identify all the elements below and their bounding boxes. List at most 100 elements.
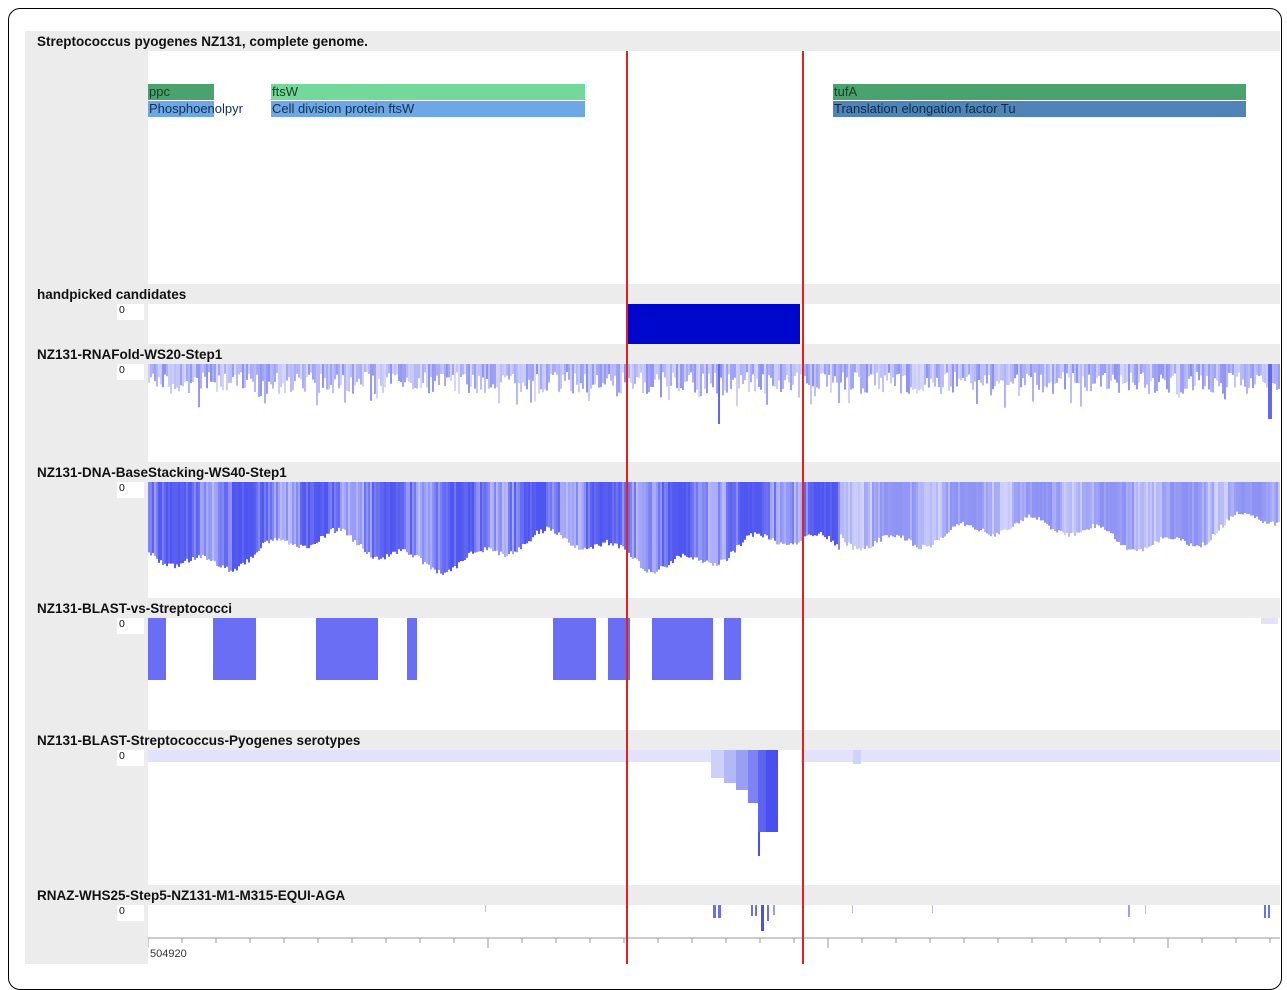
rnafold-bar: [844, 364, 846, 390]
basestacking-bar: [874, 482, 876, 542]
rnaz-hit[interactable]: [767, 905, 769, 921]
rnafold-bar: [792, 364, 794, 385]
rnafold-bar: [468, 364, 470, 393]
rnafold-bar: [356, 364, 358, 383]
rnafold-bar: [758, 364, 760, 387]
rnafold-bar: [508, 364, 510, 380]
basestacking-bar: [1008, 482, 1010, 530]
gene-ppc[interactable]: ppc: [148, 84, 214, 100]
rnafold-bar: [400, 364, 402, 383]
rnafold-bar: [1138, 364, 1140, 383]
blast-hit[interactable]: [724, 618, 741, 680]
rnafold-bar: [720, 364, 722, 378]
basestacking-bar: [1118, 482, 1120, 542]
serotype-coverage[interactable]: [758, 832, 760, 856]
basestacking-bar: [350, 482, 352, 536]
rnaz-hit[interactable]: [718, 905, 721, 918]
candidate-region[interactable]: [627, 304, 800, 344]
rnaz-hit[interactable]: [1264, 905, 1266, 918]
track-basestacking[interactable]: [148, 482, 1280, 598]
basestacking-bar: [1102, 482, 1104, 527]
gene-tufa-product[interactable]: Translation elongation factor Tu: [833, 101, 1246, 117]
serotype-coverage[interactable]: [766, 750, 778, 832]
track-rnafold[interactable]: [148, 364, 1280, 462]
track-rnaz[interactable]: [148, 905, 1280, 936]
serotype-coverage[interactable]: [711, 750, 724, 778]
rnaz-hit[interactable]: [485, 905, 486, 912]
rnaz-hit[interactable]: [1128, 905, 1130, 917]
rnafold-bar: [622, 364, 624, 373]
rnaz-hit[interactable]: [1145, 905, 1146, 914]
rnafold-bar: [212, 364, 214, 383]
basestacking-bar: [1052, 482, 1054, 529]
basestacking-bar: [152, 482, 154, 554]
rnafold-bar: [662, 364, 664, 373]
rnaz-hit[interactable]: [852, 905, 853, 913]
blast-hit[interactable]: [652, 618, 713, 680]
rnafold-bar: [962, 364, 964, 378]
rnafold-bar: [434, 364, 436, 382]
rnaz-hit[interactable]: [713, 905, 716, 918]
rnaz-hit[interactable]: [932, 905, 933, 913]
basestacking-bar: [642, 482, 644, 570]
blast-hit[interactable]: [608, 618, 630, 680]
rnaz-hit[interactable]: [761, 905, 764, 931]
serotype-coverage[interactable]: [801, 750, 1280, 762]
rnafold-bar: [876, 364, 878, 373]
gene-tufa[interactable]: tufA: [833, 84, 1246, 100]
gene-ftsw-product[interactable]: Cell division protein ftsW: [271, 101, 585, 117]
basestacking-bar: [824, 482, 826, 537]
rnafold-bar: [546, 364, 548, 391]
basestacking-bar: [406, 482, 408, 553]
rnafold-bar: [632, 364, 634, 389]
rnafold-bar: [576, 364, 578, 385]
serotype-coverage[interactable]: [748, 750, 758, 803]
basestacking-bar: [682, 482, 684, 554]
serotype-coverage[interactable]: [758, 750, 766, 832]
blast-hit[interactable]: [148, 618, 166, 680]
serotype-coverage[interactable]: [148, 750, 629, 762]
rnaz-hit[interactable]: [773, 905, 775, 915]
serotype-coverage[interactable]: [629, 750, 711, 762]
serotype-coverage[interactable]: [736, 750, 748, 790]
gene-ftsw[interactable]: ftsW: [271, 84, 585, 100]
track-blast-serotypes[interactable]: [148, 750, 1280, 885]
rnafold-bar: [618, 364, 620, 393]
rnafold-bar: [154, 364, 156, 382]
basestacking-bar: [496, 482, 498, 551]
basestacking-bar: [1260, 482, 1262, 521]
blast-hit[interactable]: [407, 618, 417, 680]
basestacking-bar: [920, 482, 922, 550]
rnafold-bar: [278, 364, 280, 394]
basestacking-bar: [470, 482, 472, 552]
rnafold-bar: [1140, 364, 1142, 374]
rnafold-bar: [222, 364, 224, 391]
rnafold-bar: [1106, 364, 1108, 390]
position-ruler[interactable]: 504920: [148, 936, 1280, 964]
rnafold-bar: [254, 364, 256, 392]
figure-frame: Streptococcus pyogenes NZ131, complete g…: [8, 8, 1282, 990]
rnafold-bar: [738, 364, 740, 389]
rnafold-bar: [186, 364, 188, 382]
track-blast-strep[interactable]: [148, 618, 1280, 730]
rnafold-bar: [1068, 364, 1070, 378]
gene-annotation-track[interactable]: ppc Phosphoenolpyr ftsW Cell division pr…: [148, 51, 1280, 284]
rnafold-bar: [366, 364, 368, 373]
blast-hit[interactable]: [316, 618, 378, 680]
rnaz-hit[interactable]: [751, 905, 753, 916]
serotype-coverage[interactable]: [853, 750, 861, 764]
serotype-coverage[interactable]: [724, 750, 736, 783]
basestacking-bar: [222, 482, 224, 566]
blast-hit[interactable]: [1261, 618, 1278, 624]
rnaz-hit[interactable]: [755, 905, 757, 916]
basestacking-bar: [940, 482, 942, 538]
rnafold-bar: [1168, 364, 1170, 393]
rnaz-hit[interactable]: [1268, 905, 1270, 918]
gene-ppc-product[interactable]: Phosphoenolpyr: [148, 101, 243, 117]
rnafold-bar: [692, 364, 694, 383]
blast-hit[interactable]: [553, 618, 596, 680]
track-handpicked[interactable]: [148, 304, 1280, 344]
blast-hit[interactable]: [213, 618, 256, 680]
basestacking-bar: [992, 482, 994, 535]
basestacking-bar: [1194, 482, 1196, 547]
